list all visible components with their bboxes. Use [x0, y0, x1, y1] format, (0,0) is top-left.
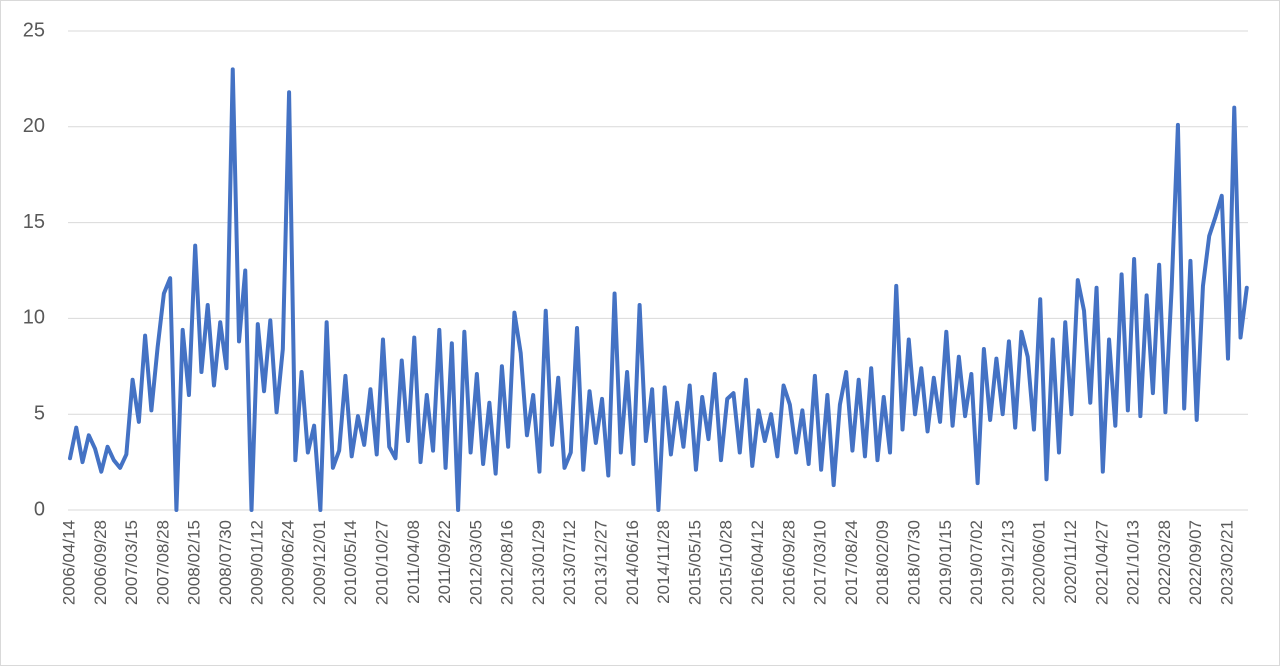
x-tick-label: 2020/06/01: [1030, 520, 1049, 605]
x-tick-label: 2012/03/05: [466, 520, 485, 605]
y-tick-label: 25: [23, 19, 45, 41]
x-tick-label: 2017/08/24: [842, 520, 861, 605]
x-tick-label: 2008/07/30: [216, 520, 235, 605]
x-tick-label: 2011/04/08: [404, 520, 423, 604]
x-tick-label: 2008/02/15: [185, 520, 204, 605]
x-tick-label: 2016/09/28: [779, 520, 798, 605]
x-tick-label: 2006/09/28: [91, 520, 110, 605]
x-tick-label: 2007/03/15: [122, 520, 141, 605]
x-tick-label: 2021/04/27: [1092, 520, 1111, 605]
x-tick-label: 2022/09/07: [1186, 520, 1205, 605]
y-tick-label: 0: [34, 498, 45, 520]
x-tick-label: 2017/03/10: [811, 520, 830, 605]
x-tick-label: 2019/01/15: [936, 520, 955, 605]
x-tick-label: 2016/04/12: [748, 520, 767, 605]
x-tick-label: 2007/08/28: [153, 520, 172, 605]
x-tick-label: 2015/05/15: [685, 520, 704, 605]
x-tick-label: 2020/11/12: [1061, 520, 1080, 604]
x-tick-label: 2013/12/27: [592, 520, 611, 605]
x-tick-label: 2022/03/28: [1155, 520, 1174, 605]
y-tick-label: 10: [23, 307, 45, 329]
x-tick-label: 2015/10/28: [717, 520, 736, 605]
x-tick-label: 2018/02/09: [873, 520, 892, 605]
x-tick-label: 2021/10/13: [1124, 520, 1143, 605]
x-tick-label: 2010/10/27: [372, 520, 391, 605]
x-tick-label: 2014/06/16: [623, 520, 642, 605]
x-tick-label: 2013/01/29: [529, 520, 548, 605]
x-tick-label: 2010/05/14: [341, 520, 360, 605]
x-tick-label: 2019/12/13: [998, 520, 1017, 605]
x-tick-label: 2009/01/12: [247, 520, 266, 605]
data-line: [68, 67, 1249, 512]
x-tick-label: 2009/12/01: [310, 520, 329, 605]
x-tick-label: 2011/09/22: [435, 520, 454, 604]
x-tick-label: 2006/04/14: [59, 520, 78, 605]
y-tick-label: 20: [23, 115, 45, 137]
x-tick-label: 2014/11/28: [654, 520, 673, 604]
x-tick-label: 2009/06/24: [279, 520, 298, 605]
x-tick-label: 2023/02/21: [1217, 520, 1236, 605]
x-tick-label: 2019/07/02: [967, 520, 986, 605]
y-tick-label: 5: [34, 402, 45, 424]
y-tick-label: 15: [23, 211, 45, 233]
x-tick-label: 2012/08/16: [498, 520, 517, 605]
x-tick-label: 2013/07/12: [560, 520, 579, 605]
x-tick-label: 2018/07/30: [905, 520, 924, 605]
